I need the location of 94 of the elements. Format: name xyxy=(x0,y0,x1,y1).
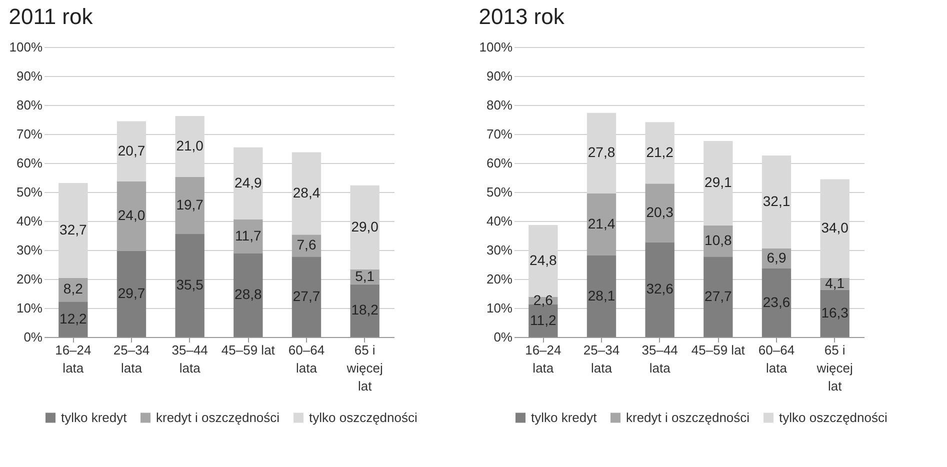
data-label: 20,3 xyxy=(646,204,674,220)
legend-label: kredyt i oszczędności xyxy=(626,410,750,425)
y-tick-label: 90% xyxy=(486,68,513,84)
data-label: 11,2 xyxy=(530,312,556,328)
y-tick-label: 0% xyxy=(24,330,43,344)
x-tick-label: 60–64 lata xyxy=(288,342,325,376)
x-tick-label: 35–44 lata xyxy=(642,342,678,376)
data-label: 10,8 xyxy=(704,232,732,248)
y-tick-label: 50% xyxy=(486,184,513,200)
data-label: 29,1 xyxy=(704,174,732,190)
x-tick-label: 45–59 lat xyxy=(221,342,276,358)
x-tick-label: 16–24 lata xyxy=(525,342,562,376)
x-tick-label: 65 i więcej lat xyxy=(816,342,854,394)
data-label: 28,1 xyxy=(588,287,616,304)
y-tick-label: 10% xyxy=(16,300,43,316)
bar xyxy=(116,181,146,251)
data-label: 21,4 xyxy=(588,215,616,232)
legend-label: tylko kredyt xyxy=(531,410,598,425)
data-label: 12,2 xyxy=(60,310,88,326)
y-tick-label: 50% xyxy=(16,184,43,200)
x-tick-label: 25–34 lata xyxy=(113,342,150,376)
data-label: 24,8 xyxy=(530,252,558,268)
chart-title: 2011 rok xyxy=(8,4,94,29)
x-tick-label: 45–59 lat xyxy=(691,342,746,358)
bar xyxy=(350,284,380,337)
data-label: 24,0 xyxy=(118,207,146,224)
data-label: 18,2 xyxy=(351,302,379,318)
x-tick-label: 60–64 lata xyxy=(758,342,795,376)
y-tick-label: 60% xyxy=(16,156,43,170)
y-tick-label: 30% xyxy=(16,242,43,258)
y-tick-label: 90% xyxy=(16,68,43,84)
chart-title: 2013 rok xyxy=(478,4,566,29)
x-tick-label: 35–44 lata xyxy=(172,342,208,376)
data-label: 5,1 xyxy=(355,268,375,284)
y-tick-label: 100% xyxy=(9,40,43,54)
bar xyxy=(704,256,733,337)
bar xyxy=(234,220,263,254)
bar xyxy=(175,234,204,337)
x-tick-label: 65 i więcej lat xyxy=(346,342,384,394)
data-label: 4,1 xyxy=(825,274,845,291)
data-label: 23,6 xyxy=(762,294,790,310)
data-label: 27,7 xyxy=(704,288,732,304)
data-label: 2,6 xyxy=(533,292,554,308)
data-label: 28,4 xyxy=(292,184,320,200)
y-tick-label: 80% xyxy=(16,98,43,112)
data-label: 16,3 xyxy=(821,304,849,320)
bar xyxy=(645,242,674,337)
legend-label: tylko oszczędności xyxy=(309,410,418,425)
bar xyxy=(762,268,792,337)
y-tick-label: 0% xyxy=(494,330,513,344)
y-tick-label: 30% xyxy=(486,242,513,258)
data-label: 24,9 xyxy=(234,174,262,190)
bar xyxy=(645,184,674,242)
data-label: 35,5 xyxy=(176,276,204,293)
legend-label: tylko kredyt xyxy=(61,410,128,425)
y-tick-label: 40% xyxy=(16,214,43,228)
bar xyxy=(292,256,322,337)
data-label: 27,8 xyxy=(588,144,616,160)
data-label: 27,7 xyxy=(292,288,320,304)
data-label: 6,9 xyxy=(766,250,786,266)
y-tick-label: 70% xyxy=(16,126,43,142)
y-tick-label: 60% xyxy=(486,156,513,170)
legend-label: tylko oszczędności xyxy=(779,410,888,425)
x-tick-label: 16–24 lata xyxy=(55,342,92,376)
y-tick-label: 20% xyxy=(16,272,43,286)
bar xyxy=(586,193,616,256)
y-tick-label: 70% xyxy=(486,126,513,142)
y-tick-label: 80% xyxy=(486,98,513,112)
legend-label: kredyt i oszczędności xyxy=(156,410,280,425)
bar xyxy=(820,290,850,337)
y-tick-label: 100% xyxy=(479,40,513,54)
y-tick-label: 10% xyxy=(486,300,513,316)
y-tick-label: 20% xyxy=(486,272,513,286)
data-label: 28,8 xyxy=(234,286,262,302)
data-label: 8,2 xyxy=(63,280,84,297)
data-label: 32,7 xyxy=(60,221,88,238)
data-label: 7,6 xyxy=(296,236,316,253)
data-label: 19,7 xyxy=(176,196,204,212)
data-label: 32,1 xyxy=(762,193,790,210)
bar xyxy=(175,176,204,234)
data-label: 32,6 xyxy=(646,280,674,297)
bar xyxy=(586,256,616,337)
bar xyxy=(116,250,146,337)
y-tick-label: 40% xyxy=(486,214,513,228)
bar xyxy=(58,302,88,337)
data-label: 29,7 xyxy=(118,284,146,301)
data-label: 34,0 xyxy=(821,220,849,236)
bar xyxy=(234,253,263,337)
x-tick-label: 25–34 lata xyxy=(583,342,620,376)
data-label: 20,7 xyxy=(118,142,146,158)
data-label: 29,0 xyxy=(351,218,379,234)
data-label: 11,7 xyxy=(235,228,262,244)
data-label: 21,0 xyxy=(176,137,204,154)
data-label: 21,2 xyxy=(646,144,674,160)
